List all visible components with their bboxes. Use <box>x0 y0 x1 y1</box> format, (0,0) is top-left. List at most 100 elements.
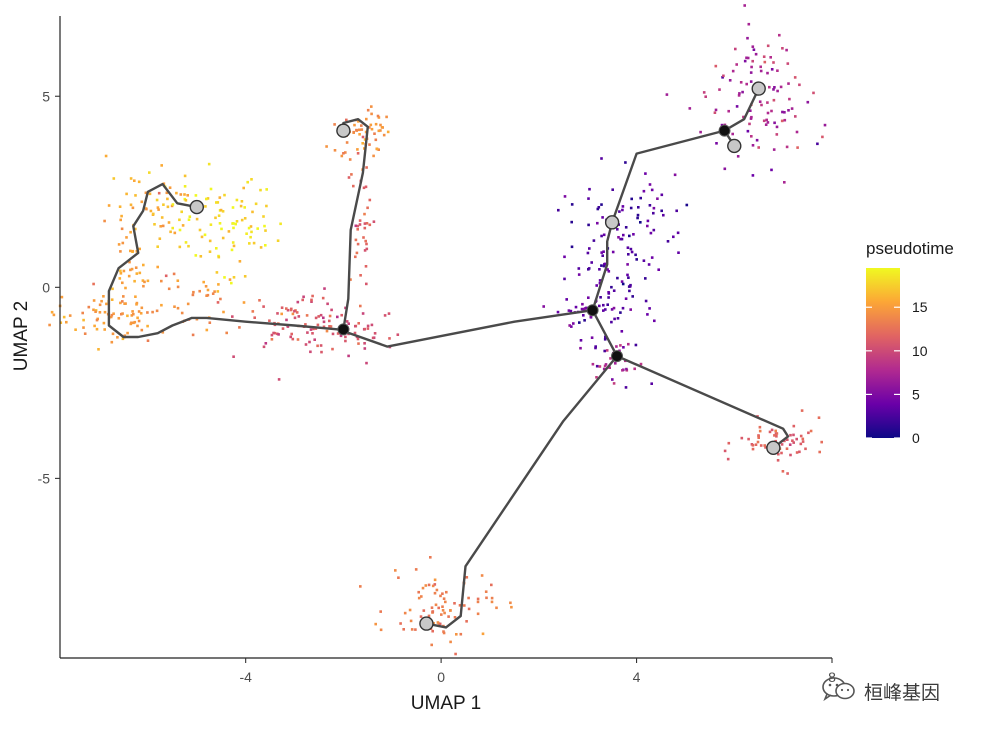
cell-point <box>598 304 601 308</box>
cell-point <box>364 185 368 189</box>
cell-point <box>580 307 584 311</box>
cell-point <box>579 346 582 350</box>
cell-point <box>595 364 599 368</box>
cell-point <box>607 296 610 299</box>
cell-point <box>92 308 95 312</box>
cell-point <box>358 219 362 222</box>
cell-point <box>206 197 210 200</box>
cell-point <box>97 348 100 351</box>
cell-point <box>345 118 348 122</box>
cell-point <box>490 600 494 604</box>
cell-point <box>612 382 616 385</box>
cell-point <box>776 69 779 72</box>
cell-point <box>178 245 182 249</box>
cell-point <box>100 299 103 303</box>
cell-point <box>352 130 355 134</box>
cell-point <box>111 332 115 336</box>
cell-point <box>130 314 134 317</box>
cell-point <box>788 443 792 446</box>
cell-point <box>481 632 485 636</box>
cell-point <box>377 148 380 151</box>
cell-point <box>615 345 618 348</box>
cell-point <box>281 327 285 330</box>
cell-point <box>787 109 790 112</box>
cell-point <box>402 628 405 631</box>
cell-point <box>183 185 187 188</box>
cell-point <box>74 328 77 331</box>
cell-point <box>424 584 428 587</box>
cell-point <box>422 609 426 612</box>
cell-point <box>126 331 129 335</box>
cell-point <box>795 437 798 441</box>
cell-point <box>247 226 251 230</box>
cell-point <box>232 226 235 230</box>
cell-point <box>146 339 150 342</box>
cell-point <box>68 314 72 317</box>
cell-point <box>356 228 359 231</box>
trajectory-nodes <box>189 81 781 631</box>
cell-point <box>806 100 810 104</box>
cell-point <box>786 472 789 475</box>
cell-point <box>444 600 447 604</box>
cell-point <box>165 191 169 195</box>
cell-point <box>611 250 615 254</box>
cell-point <box>352 184 355 188</box>
cell-point <box>276 312 279 315</box>
legend-tick-label: 5 <box>912 386 920 402</box>
cell-point <box>441 592 444 595</box>
leaf-node <box>604 215 620 230</box>
cell-point <box>218 222 222 225</box>
cell-point <box>355 128 358 132</box>
cell-point <box>204 205 207 208</box>
cell-point <box>120 227 124 231</box>
cell-point <box>178 218 181 222</box>
cell-point <box>436 621 440 624</box>
cell-point <box>386 130 390 134</box>
cell-point <box>336 315 339 319</box>
cell-point <box>379 610 382 613</box>
cell-point <box>427 614 431 618</box>
cell-point <box>624 226 628 229</box>
trajectory-segment <box>342 118 369 330</box>
cell-point <box>359 304 362 308</box>
cell-point <box>360 128 364 131</box>
cell-point <box>365 166 368 169</box>
cell-point <box>563 195 567 198</box>
cell-point <box>103 310 107 314</box>
cell-point <box>330 308 333 312</box>
cell-point <box>161 224 165 228</box>
cell-point <box>644 172 647 175</box>
cell-point <box>453 616 457 619</box>
cell-point <box>440 613 443 616</box>
cell-point <box>650 256 654 259</box>
cell-point <box>634 343 638 347</box>
cell-point <box>421 586 425 590</box>
cell-point <box>216 201 220 204</box>
cell-point <box>757 435 760 438</box>
cell-point <box>92 299 96 302</box>
cell-point <box>385 115 388 119</box>
cell-point <box>777 452 780 456</box>
cell-point <box>151 310 154 314</box>
cell-point <box>430 606 434 609</box>
cell-point <box>634 253 637 257</box>
cell-point <box>364 265 368 268</box>
cell-point <box>309 328 313 331</box>
cell-point <box>143 280 146 284</box>
cell-point <box>445 590 448 594</box>
cell-point <box>751 59 754 63</box>
cell-point <box>131 310 134 313</box>
cell-point <box>157 191 161 195</box>
cell-point <box>715 142 718 145</box>
cell-point <box>588 247 591 250</box>
cell-point <box>602 367 606 371</box>
cell-point <box>295 311 299 314</box>
cell-point <box>219 208 223 212</box>
cell-point <box>340 313 343 317</box>
cell-point <box>370 112 373 116</box>
cell-point <box>723 449 727 453</box>
cell-point <box>225 331 228 335</box>
cell-point <box>160 164 163 167</box>
cell-point <box>437 606 440 610</box>
cell-point <box>365 222 369 225</box>
